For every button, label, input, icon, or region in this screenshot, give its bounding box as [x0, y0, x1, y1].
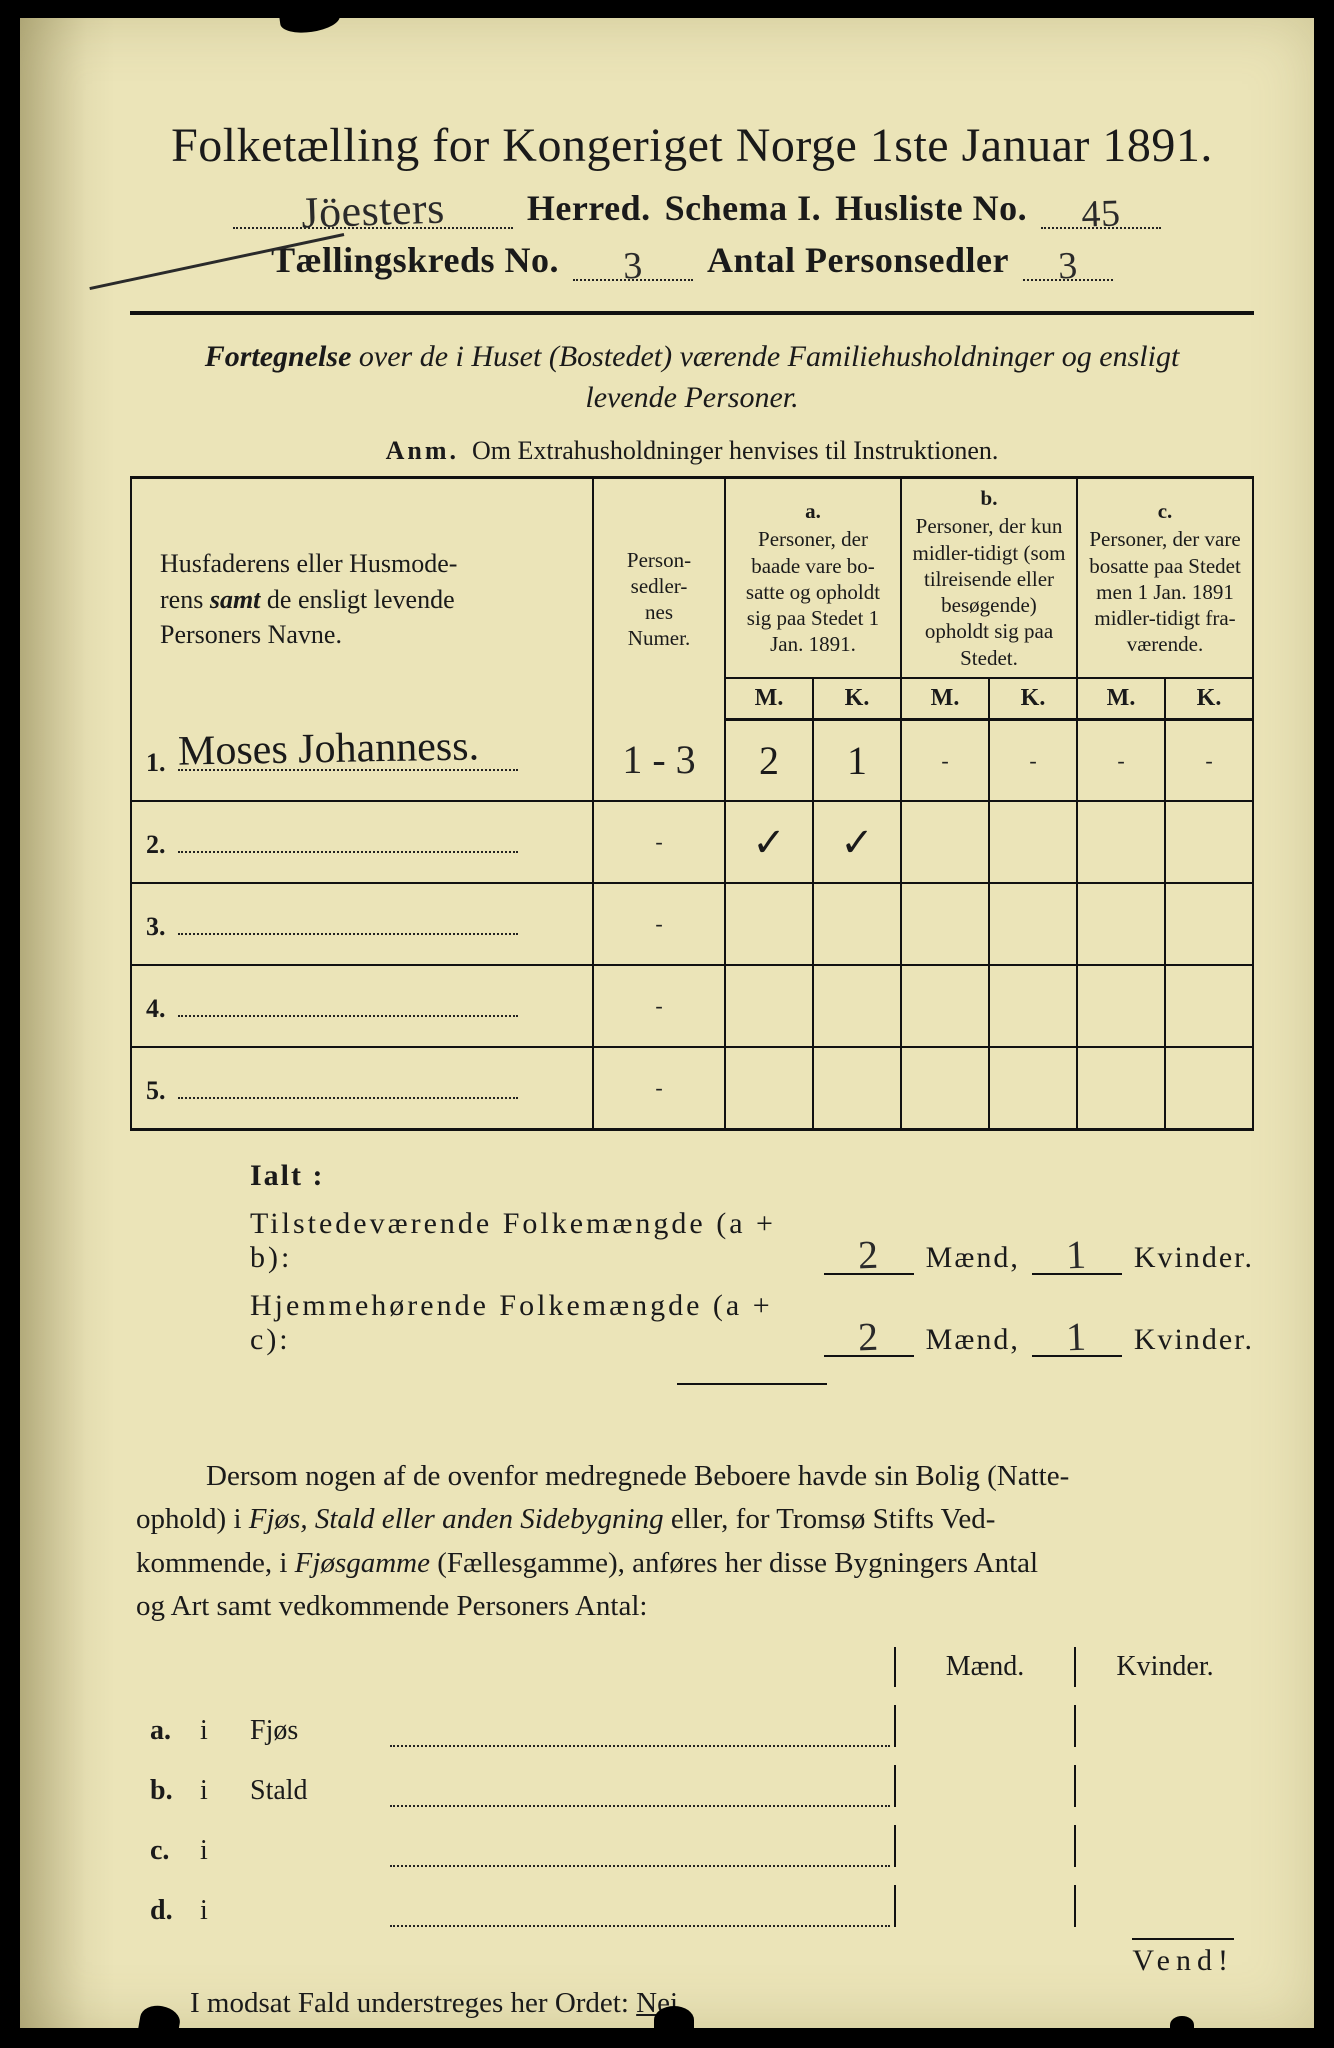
page-title: Folketælling for Kongeriget Norge 1ste J…: [130, 118, 1254, 173]
col-header-num: Person- sedler- nes Numer.: [593, 478, 725, 720]
hdr-c-m: M.: [1077, 678, 1165, 720]
short-rule: [677, 1383, 827, 1385]
row2-k-slot: 1: [1032, 1324, 1122, 1357]
anm-label: Anm.: [386, 436, 459, 465]
row2-m-slot: 2: [824, 1324, 914, 1357]
totals-section: Ialt : Tilstedeværende Folkemængde (a + …: [130, 1159, 1254, 1385]
hdr-c-k: K.: [1165, 678, 1253, 720]
hdr-a-k: K.: [813, 678, 901, 720]
header-line-3: Tællingskreds No. 3 Antal Personsedler 3: [130, 239, 1254, 281]
col-header-a: a.Personer, der baade vare bo-satte og o…: [725, 478, 901, 678]
row2-k-val: 1: [1031, 1315, 1122, 1358]
header-line-2: Jöesters Herred. Schema I. Husliste No. …: [130, 187, 1254, 229]
bld-row: a.iFjøs: [130, 1705, 1254, 1747]
main-table: Husfaderens eller Husmode- rens samt de …: [130, 476, 1254, 1131]
kreds-label: Tællingskreds No.: [271, 239, 559, 281]
bld-head-k: Kvinder.: [1074, 1647, 1254, 1687]
intro-rest2: levende Personer.: [585, 381, 798, 414]
totals-row-present: Tilstedeværende Folkemængde (a + b): 2 M…: [250, 1207, 1254, 1275]
table-row: 1.Moses Johanness.1 - 321----: [131, 719, 1253, 801]
col-header-name: Husfaderens eller Husmode- rens samt de …: [131, 478, 593, 720]
ialt-label: Ialt :: [250, 1159, 1254, 1193]
intro-rest1: over de i Huset (Bostedet) værende Famil…: [351, 340, 1179, 373]
antal-field: 3: [1023, 240, 1113, 281]
row2-m-lbl: Mænd,: [926, 1323, 1020, 1357]
antal-label: Antal Personsedler: [707, 239, 1009, 281]
schema-label: Schema I.: [665, 187, 822, 229]
col-header-b: b.Personer, der kun midler-tidigt (som t…: [901, 478, 1077, 678]
kreds-handwritten: 3: [572, 245, 693, 287]
row1-m-val: 2: [823, 1233, 914, 1276]
table-row: 2.-✓✓: [131, 801, 1253, 883]
bld-rows: a.iFjøs b.iStald c.i d.i: [130, 1705, 1254, 1927]
intro-lead: Fortegnelse: [205, 340, 352, 373]
scan-artifact-top: [279, 4, 342, 36]
row1-m-slot: 2: [824, 1242, 914, 1275]
row1-label: Tilstedeværende Folkemængde (a + b):: [250, 1207, 812, 1275]
row2-k-lbl: Kvinder.: [1134, 1323, 1254, 1357]
row1-m-lbl: Mænd,: [926, 1241, 1020, 1275]
scan-artifact: [1170, 2016, 1194, 2034]
herred-field: Jöesters: [233, 188, 513, 229]
husliste-handwritten: 45: [1041, 193, 1162, 235]
hdr-a-m: M.: [725, 678, 813, 720]
bld-row: b.iStald: [130, 1765, 1254, 1807]
row1-k-val: 1: [1031, 1233, 1122, 1276]
bld-mk-header: Mænd. Kvinder.: [130, 1647, 1254, 1687]
table-row: 3.-: [131, 883, 1253, 965]
hdr-b-m: M.: [901, 678, 989, 720]
bld-head-m: Mænd.: [894, 1647, 1074, 1687]
document-page: Folketælling for Kongeriget Norge 1ste J…: [130, 78, 1254, 1988]
scan-artifact: [654, 2006, 694, 2034]
anm-text: Om Extrahusholdninger henvises til Instr…: [472, 436, 998, 465]
hdr-b-k: K.: [989, 678, 1077, 720]
totals-row-resident: Hjemmehørende Folkemængde (a + c): 2 Mæn…: [250, 1289, 1254, 1357]
col-header-c: c.Personer, der vare bosatte paa Stedet …: [1077, 478, 1253, 678]
kreds-field: 3: [573, 240, 693, 281]
anm-line: Anm. Om Extrahusholdninger henvises til …: [130, 436, 1254, 466]
row1-k-slot: 1: [1032, 1242, 1122, 1275]
husliste-label: Husliste No.: [835, 187, 1027, 229]
row1-k-lbl: Kvinder.: [1134, 1241, 1254, 1275]
scan-frame: Folketælling for Kongeriget Norge 1ste J…: [20, 18, 1314, 2028]
buildings-paragraph: Dersom nogen af de ovenfor medregnede Be…: [130, 1455, 1254, 1629]
intro-text: Fortegnelse over de i Huset (Bostedet) v…: [130, 337, 1254, 418]
vend-label: Vend!: [1132, 1938, 1234, 1978]
main-table-wrap: Husfaderens eller Husmode- rens samt de …: [130, 476, 1254, 1131]
husliste-field: 45: [1041, 188, 1161, 229]
antal-handwritten: 3: [1022, 245, 1113, 286]
row2-m-val: 2: [823, 1315, 914, 1358]
herred-handwritten: Jöesters: [232, 184, 513, 238]
bld-row: d.i: [130, 1885, 1254, 1927]
herred-label: Herred.: [527, 187, 651, 229]
footer-text: I modsat Fald understreges her Ordet:: [190, 1987, 636, 2019]
table-row: 5.-: [131, 1047, 1253, 1129]
binding-shadow: [20, 18, 115, 2028]
bld-row: c.i: [130, 1825, 1254, 1867]
row2-label: Hjemmehørende Folkemængde (a + c):: [250, 1289, 812, 1357]
divider: [130, 311, 1254, 315]
table-row: 4.-: [131, 965, 1253, 1047]
